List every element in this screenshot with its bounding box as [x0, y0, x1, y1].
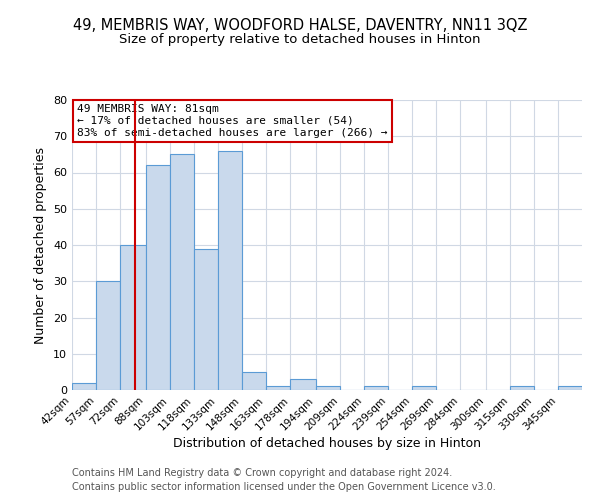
- Bar: [558, 386, 582, 390]
- Bar: [170, 154, 194, 390]
- Bar: [316, 386, 340, 390]
- Y-axis label: Number of detached properties: Number of detached properties: [34, 146, 47, 344]
- Bar: [218, 151, 242, 390]
- Bar: [120, 245, 146, 390]
- Bar: [290, 379, 316, 390]
- Bar: [96, 281, 120, 390]
- Bar: [412, 386, 436, 390]
- Bar: [510, 386, 534, 390]
- Text: Size of property relative to detached houses in Hinton: Size of property relative to detached ho…: [119, 32, 481, 46]
- Bar: [146, 165, 170, 390]
- Bar: [364, 386, 388, 390]
- Bar: [266, 386, 290, 390]
- Text: 49, MEMBRIS WAY, WOODFORD HALSE, DAVENTRY, NN11 3QZ: 49, MEMBRIS WAY, WOODFORD HALSE, DAVENTR…: [73, 18, 527, 32]
- Bar: [242, 372, 266, 390]
- Text: 49 MEMBRIS WAY: 81sqm
← 17% of detached houses are smaller (54)
83% of semi-deta: 49 MEMBRIS WAY: 81sqm ← 17% of detached …: [77, 104, 388, 138]
- Bar: [72, 383, 96, 390]
- Text: Contains HM Land Registry data © Crown copyright and database right 2024.: Contains HM Land Registry data © Crown c…: [72, 468, 452, 477]
- X-axis label: Distribution of detached houses by size in Hinton: Distribution of detached houses by size …: [173, 438, 481, 450]
- Bar: [194, 248, 218, 390]
- Text: Contains public sector information licensed under the Open Government Licence v3: Contains public sector information licen…: [72, 482, 496, 492]
